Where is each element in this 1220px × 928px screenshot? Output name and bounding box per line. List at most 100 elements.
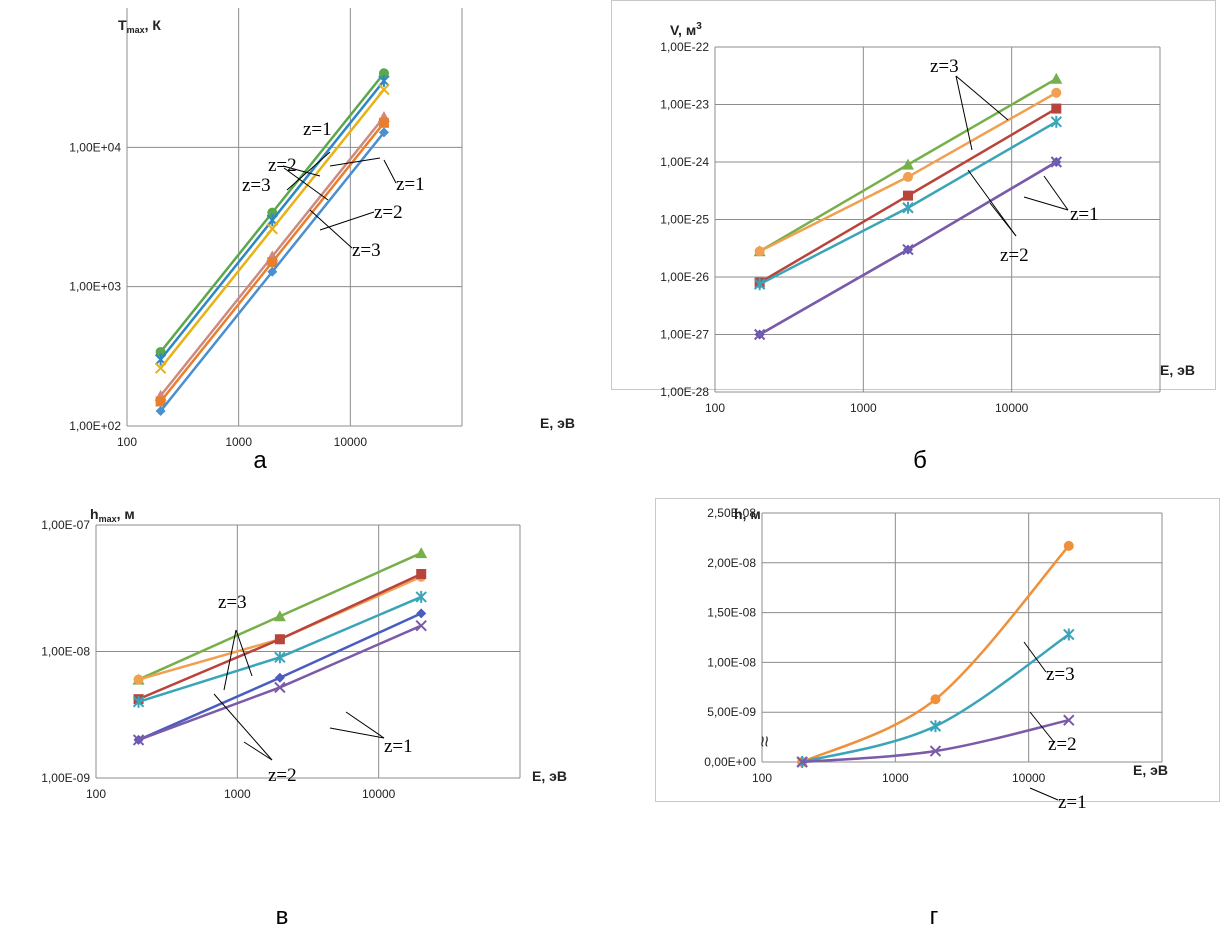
panel-v-leader-line (243, 741, 273, 761)
panel-g-y-tick-label: 0,00E+00 (704, 755, 756, 769)
panel-g-series-3-point-1-stroke (796, 756, 808, 768)
panel-a-series-3-point-1-stroke (154, 362, 167, 374)
panel-a-leader-line (283, 167, 329, 201)
panel-b-series-1-point-2 (901, 158, 914, 170)
panel-a-series-3-point-2 (266, 223, 278, 235)
panel-g-annotation-z2: z=2 (1048, 734, 1077, 755)
panel-b-y-axis-label: V, м3 (670, 21, 702, 38)
panel-a-y-tick-labels: 1,00E+02 1,00E+03 1,00E+04 (69, 140, 121, 433)
panel-a-annotations: z=1 z=2 z=3 z=1 z=2 z=3 (242, 119, 425, 261)
panel-v-series-1-point-3 (415, 547, 428, 559)
panel-v-grid (95, 524, 521, 779)
panel-a-y-tick-label: 1,00E+02 (69, 419, 121, 433)
panel-b-annotation-z3: z=3 (930, 56, 959, 77)
panel-a-series-1-point-3 (378, 68, 389, 79)
panel-v-series-4-point-1 (132, 695, 145, 708)
panel-a-series-6-point-2 (267, 266, 278, 277)
panel-a-y-tick-label: 1,00E+03 (69, 280, 121, 294)
panel-b-annotation-z2: z=2 (1000, 245, 1029, 266)
panel-b-series-6-point-1-stroke (753, 328, 766, 341)
panel-g-axis-break: ≈ (753, 736, 775, 747)
panel-v-x-tick-labels: 100 1000 10000 (86, 787, 396, 801)
panel-b-series-2-point-3 (1051, 87, 1062, 98)
panel-v-leader-line (345, 711, 385, 739)
panel-b-series-2-point-2 (902, 171, 913, 182)
panel-b-x-axis-label: E, эВ (1160, 362, 1195, 378)
panel-a-annotation-z1-bottom: z=1 (396, 174, 425, 195)
panel-b-series-4-point-1 (753, 278, 766, 291)
panel-v-series-3-point-3 (416, 568, 427, 579)
panel-v-series-2-point-1 (133, 674, 144, 685)
panel-b-annotation-z1: z=1 (1070, 204, 1099, 225)
panel-a-x-axis-label: E, эВ (540, 415, 575, 431)
panel-g-annotation-z1: z=1 (1058, 792, 1087, 813)
panel-v-y-tick-label: 1,00E-09 (41, 771, 90, 785)
panel-a-series-6-point-3 (378, 127, 389, 138)
panel-v-x-tick-label: 100 (86, 787, 106, 801)
panel-v-y-axis-label: hmax, м (90, 506, 135, 524)
panel-g-x-axis-label: E, эВ (1133, 762, 1168, 778)
panel-v-series-5-point-3 (416, 608, 427, 619)
panel-v-x-tick-label: 10000 (362, 787, 396, 801)
panel-b-leader-line (955, 75, 973, 151)
panel-g-y-tick-label: 2,00E-08 (707, 556, 756, 570)
panel-b-y-tick-label: 1,00E-26 (660, 270, 709, 284)
panel-v-letter: в (276, 903, 289, 928)
panel-g-series-1-point-2 (930, 694, 941, 705)
panel-v-y-tick-label: 1,00E-07 (41, 518, 90, 532)
panel-b-x-tick-label: 1000 (850, 401, 877, 415)
panel-a-annotation-z3-top: z=3 (242, 175, 271, 196)
panel-b-series-6-point-3 (1050, 156, 1063, 168)
panel-g-leader-line (1029, 711, 1055, 743)
panel-b-leader-line (955, 75, 1009, 121)
panel-g-series-2-point-2 (929, 720, 942, 733)
panel-a-x-tick-label: 1000 (225, 435, 252, 449)
panel-a-letter: а (253, 447, 267, 474)
panel-g-y-tick-label: 1,00E-08 (707, 655, 756, 669)
panel-frame-b (611, 0, 1216, 390)
panel-b-y-tick-label: 1,00E-25 (660, 213, 709, 227)
panel-v-series-3-point-2 (274, 634, 285, 645)
panel-a-series-3-point-3 (378, 83, 390, 96)
panel-g-annotation-z3: z=3 (1046, 664, 1075, 685)
panel-b-series-6-point-2-stroke (902, 243, 914, 256)
panel-b-series-2-point-1 (754, 246, 765, 257)
panel-a-series (154, 68, 390, 417)
panel-g-grid (761, 512, 1163, 763)
panel-b-series (753, 72, 1063, 341)
panel-v-annotations: z=3 z=2 z=1 (213, 592, 413, 786)
panel-v-series-5-point-2 (274, 672, 285, 683)
panel-b-x-tick-labels: 100 1000 10000 (705, 401, 1029, 415)
panel-v-series-1-point-2 (273, 610, 286, 622)
panel-v-y-tick-labels: 1,00E-09 1,00E-08 1,00E-07 (41, 518, 90, 785)
panel-a-series-3-point-1 (154, 362, 167, 374)
panel-a-leader-line (309, 209, 353, 249)
panel-g-series-1-point-3 (1063, 540, 1074, 551)
panel-a-grid (126, 8, 463, 427)
panel-g-series-3-point-1 (796, 756, 808, 768)
panel-b-series-3-point-3 (1051, 103, 1062, 114)
panel-b-series-3-point-2 (902, 190, 913, 201)
panel-v-leader-line (223, 629, 237, 691)
panel-b-y-tick-label: 1,00E-28 (660, 385, 709, 399)
panel-b-series-6-point-3-stroke (1050, 156, 1063, 168)
panel-b-volume-chart: 1,00E-28 1,00E-27 1,00E-26 1,00E-25 1,00E-24… (660, 21, 1195, 474)
panel-a-y-tick-label: 1,00E+04 (69, 140, 121, 154)
panel-a-series-2-point-3 (378, 74, 390, 87)
panel-v-y-tick-label: 1,00E-08 (41, 645, 90, 659)
panel-v-series-6-point-2-stroke (274, 681, 286, 694)
panel-g-series-3-point-3 (1063, 714, 1075, 726)
panel-v-series-6-point-2 (274, 681, 286, 694)
panel-b-y-tick-label: 1,00E-22 (660, 40, 709, 54)
panel-g-y-tick-labels: 0,00E+00 5,00E-09 1,00E-08 1,50E-08 2,00E-08… (704, 506, 756, 769)
panel-g-annotations: z=3 z=2 z=1 (1023, 641, 1087, 813)
panel-a-series-5-point-3 (378, 117, 389, 128)
panel-g-leader-line (1023, 641, 1047, 673)
panel-b-series-4-point-3 (1050, 115, 1063, 128)
panel-v-annotation-z1: z=1 (384, 736, 413, 757)
panel-b-annotations: z=3 z=2 z=1 (930, 56, 1099, 266)
panel-g-letter: г (930, 903, 939, 928)
panel-b-y-tick-label: 1,00E-24 (660, 155, 709, 169)
panel-b-x-tick-label: 10000 (995, 401, 1029, 415)
panel-b-y-tick-label: 1,00E-27 (660, 328, 709, 342)
